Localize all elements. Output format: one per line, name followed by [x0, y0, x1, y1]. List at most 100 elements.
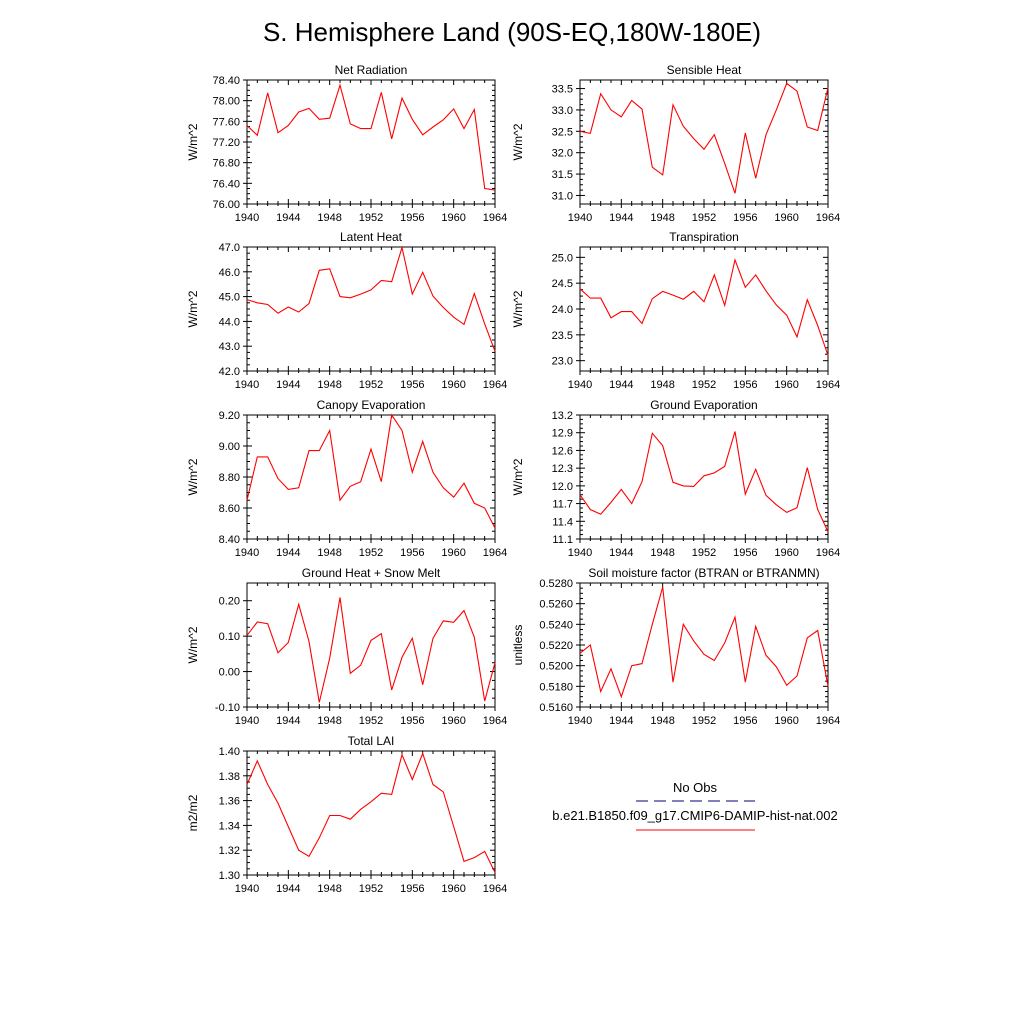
y-axis-label: W/m^2 — [511, 290, 525, 327]
panel-8: Total LAI 1940 1944 1948 1952 1956 1960 1964 1.3… — [186, 734, 507, 895]
x-tick-label: 1960 — [441, 883, 465, 895]
y-tick-label: 0.5200 — [539, 661, 573, 673]
x-tick-label: 1952 — [359, 883, 383, 895]
x-tick-label: 1944 — [609, 379, 633, 391]
y-tick-label: 32.5 — [552, 126, 573, 138]
x-tick-label: 1944 — [276, 212, 300, 224]
panel-title: Total LAI — [348, 734, 395, 748]
y-tick-label: 31.0 — [552, 190, 573, 202]
panel-2: Latent Heat 1940 1944 1948 1952 1956 1960 1964 4… — [186, 230, 507, 391]
y-tick-label: 11.1 — [552, 534, 573, 546]
y-tick-label: 24.0 — [552, 304, 573, 316]
y-tick-label: 42.0 — [219, 366, 240, 378]
x-tick-label: 1956 — [400, 883, 424, 895]
x-tick-label: 1960 — [774, 715, 798, 727]
x-tick-label: 1956 — [733, 547, 757, 559]
y-axis-label: W/m^2 — [511, 458, 525, 495]
series-line-0 — [246, 597, 496, 703]
y-tick-label: 8.60 — [219, 503, 240, 515]
y-tick-label: -0.10 — [215, 702, 240, 714]
y-tick-label: 0.5240 — [539, 619, 573, 631]
figure-title: S. Hemisphere Land (90S-EQ,180W-180E) — [263, 17, 761, 47]
x-tick-label: 1944 — [609, 715, 633, 727]
y-tick-label: 24.5 — [552, 278, 573, 290]
panel-title: Ground Evaporation — [650, 398, 757, 412]
x-tick-label: 1940 — [235, 715, 259, 727]
y-axis-label: W/m^2 — [186, 290, 200, 327]
y-tick-label: 43.0 — [219, 341, 240, 353]
y-axis-label: W/m^2 — [186, 123, 200, 160]
x-tick-label: 1944 — [609, 212, 633, 224]
x-tick-label: 1940 — [235, 547, 259, 559]
x-tick-label: 1940 — [235, 212, 259, 224]
legend: No Obs b.e21.B1850.f09_g17.CMIP6-DAMIP-h… — [552, 780, 838, 831]
x-tick-label: 1960 — [774, 212, 798, 224]
y-tick-label: 77.60 — [212, 116, 240, 128]
series-line-0 — [246, 751, 496, 873]
panel-4: Canopy Evaporation 1940 1944 1948 1952 1956 19… — [186, 398, 507, 559]
x-tick-label: 1960 — [774, 547, 798, 559]
y-tick-label: 47.0 — [219, 242, 240, 254]
y-tick-label: 0.5180 — [539, 681, 573, 693]
y-tick-label: 0.5280 — [539, 578, 573, 590]
x-tick-label: 1952 — [692, 547, 716, 559]
y-tick-label: 78.00 — [212, 96, 240, 108]
x-tick-label: 1952 — [359, 715, 383, 727]
y-axis-label: W/m^2 — [186, 458, 200, 495]
y-tick-label: 9.20 — [219, 410, 240, 422]
y-tick-label: 11.7 — [552, 499, 573, 511]
series-line-0 — [579, 257, 829, 356]
y-tick-label: 0.5260 — [539, 599, 573, 611]
x-tick-label: 1948 — [650, 715, 674, 727]
x-tick-label: 1948 — [317, 379, 341, 391]
x-tick-label: 1948 — [317, 547, 341, 559]
panel-1: Sensible Heat 1940 1944 1948 1952 1956 1960 196… — [511, 63, 840, 224]
series-line-0 — [579, 586, 829, 699]
x-tick-label: 1964 — [483, 379, 507, 391]
x-tick-label: 1952 — [692, 715, 716, 727]
x-tick-label: 1964 — [483, 547, 507, 559]
y-tick-label: 44.0 — [219, 316, 240, 328]
series-line-0 — [579, 431, 829, 533]
y-tick-label: 76.80 — [212, 158, 240, 170]
panel-title: Latent Heat — [340, 230, 403, 244]
panel-frame — [579, 246, 829, 372]
y-tick-label: 23.5 — [552, 330, 573, 342]
panel-frame — [246, 79, 496, 205]
y-tick-label: 25.0 — [552, 252, 573, 264]
x-tick-label: 1944 — [276, 379, 300, 391]
x-tick-label: 1940 — [235, 379, 259, 391]
x-tick-label: 1964 — [816, 715, 840, 727]
y-tick-label: 13.2 — [552, 410, 573, 422]
y-axis-label: W/m^2 — [511, 123, 525, 160]
y-tick-label: 12.6 — [552, 445, 573, 457]
x-tick-label: 1952 — [692, 379, 716, 391]
y-tick-label: 8.80 — [219, 472, 240, 484]
panel-title: Canopy Evaporation — [317, 398, 426, 412]
x-tick-label: 1964 — [816, 547, 840, 559]
y-tick-label: 1.40 — [219, 746, 240, 758]
y-tick-label: 0.5220 — [539, 640, 573, 652]
legend-entry-1-label: b.e21.B1850.f09_g17.CMIP6-DAMIP-hist-nat… — [552, 808, 837, 823]
x-tick-label: 1960 — [441, 212, 465, 224]
x-tick-label: 1948 — [650, 379, 674, 391]
x-tick-label: 1948 — [650, 212, 674, 224]
y-tick-label: 8.40 — [219, 534, 240, 546]
y-tick-label: 11.4 — [552, 516, 573, 528]
y-tick-label: 12.3 — [552, 463, 573, 475]
legend-entry-0-label: No Obs — [673, 780, 718, 795]
x-tick-label: 1960 — [774, 379, 798, 391]
x-tick-label: 1952 — [359, 379, 383, 391]
y-tick-label: 33.0 — [552, 105, 573, 117]
series-line-0 — [579, 82, 829, 194]
y-tick-label: 31.5 — [552, 169, 573, 181]
x-tick-label: 1964 — [816, 212, 840, 224]
panel-frame — [246, 750, 496, 876]
x-tick-label: 1944 — [276, 547, 300, 559]
series-line-0 — [246, 245, 496, 352]
panel-3: Transpiration 1940 1944 1948 1952 1956 1960 196… — [511, 230, 840, 391]
panel-frame — [579, 582, 829, 708]
x-tick-label: 1940 — [568, 547, 592, 559]
x-tick-label: 1948 — [317, 715, 341, 727]
x-tick-label: 1960 — [441, 379, 465, 391]
